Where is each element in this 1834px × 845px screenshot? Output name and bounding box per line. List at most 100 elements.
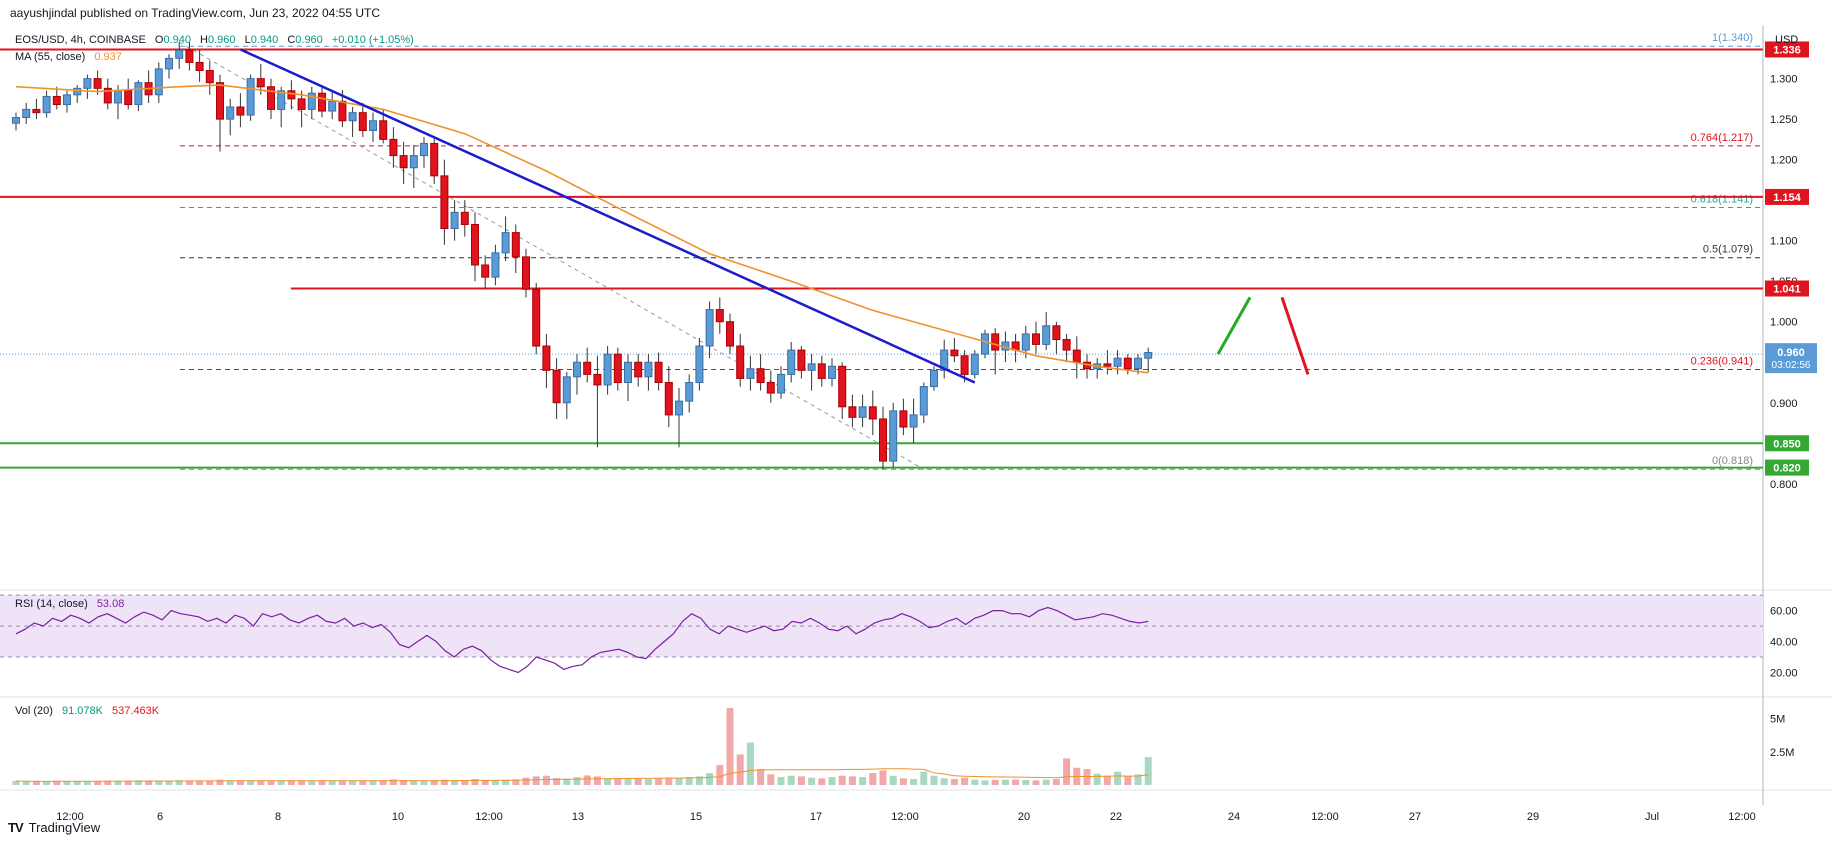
candle-body bbox=[624, 361, 632, 384]
candle-body bbox=[42, 95, 51, 114]
candle-body bbox=[297, 98, 306, 110]
volume-bar bbox=[583, 775, 591, 785]
volume-bar bbox=[298, 780, 306, 785]
ohlc-low: L0.940 bbox=[245, 34, 279, 46]
candle-body bbox=[460, 211, 469, 225]
candle-body bbox=[134, 82, 143, 106]
candle-body bbox=[807, 363, 816, 371]
sr-level-badge-label: 0.820 bbox=[1773, 463, 1801, 475]
date-tick-label: 15 bbox=[690, 811, 702, 823]
candle-body bbox=[1072, 349, 1081, 363]
volume-tick-label: 2.5M bbox=[1770, 747, 1794, 759]
ohlc-high-value: 0.960 bbox=[208, 34, 236, 46]
volume-bar bbox=[104, 780, 112, 785]
volume-bar bbox=[716, 765, 724, 785]
candle-body bbox=[52, 95, 61, 106]
candle-body bbox=[307, 92, 316, 110]
candle-body bbox=[440, 175, 449, 230]
volume-bar bbox=[389, 779, 397, 785]
volume-bar bbox=[175, 780, 183, 785]
volume-bar bbox=[634, 778, 642, 785]
fib-level-label: 0.764(1.217) bbox=[1691, 132, 1753, 144]
candle-body bbox=[267, 86, 275, 110]
fib-level-label: 1(1.340) bbox=[1712, 32, 1753, 44]
ohlc-open-label: O bbox=[154, 34, 164, 46]
volume-bar bbox=[777, 777, 785, 785]
volume-bar bbox=[869, 773, 877, 785]
candle-body bbox=[1062, 339, 1071, 351]
candle-body bbox=[664, 382, 673, 416]
candle-body bbox=[930, 369, 938, 388]
countdown-label: 03:02:56 bbox=[1772, 360, 1811, 371]
candle-body bbox=[1052, 325, 1061, 341]
candle-body bbox=[695, 345, 704, 384]
rsi-tick-label: 40.00 bbox=[1770, 637, 1798, 649]
candle-body bbox=[787, 349, 796, 375]
candle-body bbox=[746, 368, 755, 379]
volume-bar bbox=[604, 778, 612, 785]
volume-bar bbox=[440, 779, 448, 785]
sr-level-badge bbox=[1765, 188, 1809, 205]
volume-bar bbox=[736, 754, 744, 785]
date-tick-label: 12:00 bbox=[891, 811, 919, 823]
candle-body bbox=[195, 61, 204, 72]
volume-bar bbox=[1052, 779, 1060, 785]
volume-bar bbox=[614, 778, 622, 785]
volume-bar bbox=[481, 779, 489, 785]
ohlc-close: C0.960 bbox=[287, 34, 322, 46]
volume-bar bbox=[889, 775, 897, 785]
volume-bar bbox=[838, 775, 846, 785]
fib-level-label: 0.5(1.079) bbox=[1703, 244, 1753, 256]
volume-bar bbox=[22, 781, 30, 785]
candle-body bbox=[522, 256, 530, 290]
fib-anchor-line bbox=[178, 41, 925, 470]
candle-body bbox=[940, 349, 949, 371]
volume-bar bbox=[349, 780, 357, 785]
candle-body bbox=[960, 355, 969, 375]
volume-bar bbox=[828, 777, 836, 785]
volume-bar bbox=[695, 776, 703, 785]
candle-body bbox=[1123, 357, 1132, 370]
rsi-legend[interactable]: RSI (14, close) 53.08 bbox=[15, 598, 130, 610]
candle-body bbox=[562, 376, 571, 404]
candle-body bbox=[950, 349, 959, 357]
symbol-header: EOS/USD, 4h, COINBASE O0.940 H0.960 L0.9… bbox=[15, 34, 420, 46]
bearish-trendline bbox=[239, 48, 976, 384]
candle-body bbox=[409, 155, 418, 169]
candle-body bbox=[369, 120, 377, 131]
volume-bar bbox=[226, 780, 234, 785]
rsi-value: 53.08 bbox=[96, 598, 125, 610]
candle-body bbox=[593, 373, 602, 386]
candle-body bbox=[318, 92, 326, 112]
tradingview-brand[interactable]: TV TradingView bbox=[8, 820, 100, 835]
volume-bar bbox=[1124, 775, 1132, 785]
sr-level-badge-label: 1.336 bbox=[1773, 44, 1801, 56]
volume-bar bbox=[145, 780, 153, 785]
candle-body bbox=[777, 373, 785, 394]
candle-body bbox=[532, 288, 541, 347]
vol-legend[interactable]: Vol (20) 91.078K 537.463K bbox=[15, 705, 165, 717]
candle-body bbox=[420, 142, 428, 157]
candle-body bbox=[838, 365, 847, 408]
volume-bar bbox=[808, 777, 816, 785]
ohlc-high: H0.960 bbox=[200, 34, 235, 46]
ohlc-close-value: 0.960 bbox=[295, 34, 323, 46]
candle-body bbox=[93, 78, 102, 89]
candle-body bbox=[542, 345, 551, 371]
price-tick-label: 1.200 bbox=[1770, 155, 1798, 167]
date-tick-label: 8 bbox=[275, 811, 281, 823]
volume-bar bbox=[685, 777, 693, 785]
candle-body bbox=[246, 78, 255, 116]
volume-bar bbox=[726, 708, 734, 785]
candle-body bbox=[236, 106, 245, 116]
candle-body bbox=[736, 345, 745, 379]
volume-bar bbox=[797, 776, 805, 785]
current-price-label: 0.960 bbox=[1777, 347, 1805, 359]
volume-bar bbox=[308, 781, 316, 785]
ma-legend[interactable]: MA (55, close) 0.937 bbox=[15, 51, 128, 63]
volume-bar bbox=[471, 779, 479, 785]
candle-body bbox=[165, 57, 173, 70]
candle-body bbox=[1032, 333, 1040, 345]
tradingview-logo-icon: TV bbox=[8, 820, 24, 835]
